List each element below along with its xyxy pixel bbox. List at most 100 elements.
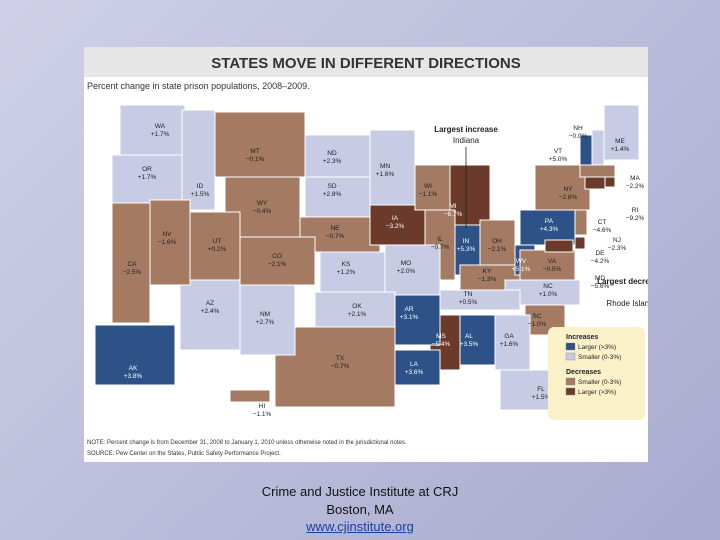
state (369, 204, 426, 246)
legend-label: Smaller (0-3%) (578, 354, 621, 361)
state-abbr: NH (573, 125, 583, 132)
state-change: +1.5% (532, 394, 551, 401)
state-change: +2.7% (256, 319, 275, 326)
legend-title: Increases (566, 334, 598, 341)
state-abbr: NM (260, 311, 270, 318)
state-abbr: ID (197, 183, 204, 190)
annotation-heading: Largest decrease (597, 277, 648, 286)
state-abbr: NV (162, 231, 172, 238)
legend-label: Smaller (0-3%) (578, 379, 621, 386)
state-change: +1.4% (611, 146, 630, 153)
state-change: +4.3% (540, 226, 559, 233)
state-change: +1.2% (337, 269, 356, 276)
state-abbr: VA (548, 258, 557, 265)
state (574, 236, 586, 250)
state-abbr: SC (532, 313, 541, 320)
state-change: −5.6% (591, 283, 610, 290)
subtitle: Percent change in state prison populatio… (87, 81, 310, 91)
state-abbr: NC (543, 283, 553, 290)
state (119, 104, 186, 156)
state-change: +0.5% (459, 299, 478, 306)
state-abbr: DE (595, 250, 605, 257)
state-change: −0.4% (253, 208, 272, 215)
state-abbr: KY (483, 268, 492, 275)
state (414, 164, 451, 211)
legend-box (548, 327, 645, 420)
state-abbr: OH (492, 238, 502, 245)
state-change: +3.5% (460, 341, 479, 348)
state-abbr: PA (545, 218, 554, 225)
state-abbr: TX (336, 355, 345, 362)
state-change: −2.8% (559, 194, 578, 201)
legend-label: Larger (>3%) (578, 344, 616, 351)
state-abbr: KS (342, 261, 351, 268)
state-abbr: MN (380, 163, 390, 170)
state-change: −0.5% (543, 266, 562, 273)
state-change: −0.7% (431, 244, 450, 251)
state-abbr: CT (598, 219, 607, 226)
legend-swatch (565, 342, 576, 351)
state (603, 104, 640, 161)
state (214, 111, 306, 178)
state-change: −9.2% (626, 215, 645, 222)
state-abbr: AZ (206, 300, 214, 307)
annotation-state: Indiana (453, 136, 480, 145)
state-abbr: MA (630, 175, 640, 182)
source: SOURCE: Pew Center on the States, Public… (87, 451, 281, 457)
state (304, 176, 371, 218)
footer-line: Crime and Justice Institute at CRJ (261, 484, 459, 499)
state-change: −1.0% (528, 321, 547, 328)
state-change: +3.8% (124, 373, 143, 380)
state-abbr: MS (436, 333, 446, 340)
state-change: −0.7% (331, 363, 350, 370)
state-abbr: WI (424, 183, 432, 190)
title-band (84, 47, 648, 77)
annotation-state: Rhode Island (606, 299, 648, 308)
state (229, 389, 271, 403)
state-abbr: AK (129, 365, 138, 372)
state (179, 279, 241, 351)
state-abbr: GA (504, 333, 514, 340)
state (239, 236, 316, 286)
state-change: −5.4% (432, 341, 451, 348)
state (591, 129, 605, 166)
state-change: −2.5% (123, 269, 142, 276)
state-change: −1.6% (158, 239, 177, 246)
state-abbr: WA (155, 123, 166, 130)
state-change: −0.0% (569, 133, 588, 140)
state-change: +1.6% (500, 341, 519, 348)
state-change: −2.1% (268, 261, 287, 268)
state-change: −1.3% (478, 276, 497, 283)
state (189, 211, 241, 281)
state-change: −1.1% (419, 191, 438, 198)
state-change: +1.6% (376, 171, 395, 178)
state-abbr: CO (272, 253, 282, 260)
state (604, 176, 616, 188)
state-abbr: HI (259, 403, 266, 410)
legend-swatch (565, 352, 576, 361)
state-abbr: MT (250, 148, 259, 155)
footer-line: Boston, MA (326, 502, 394, 517)
state (574, 209, 588, 236)
state-abbr: AR (404, 306, 413, 313)
state-abbr: AL (465, 333, 473, 340)
state-change: −6.7% (444, 211, 463, 218)
state-abbr: ME (615, 138, 625, 145)
state-change: +1.7% (151, 131, 170, 138)
legend-label: Larger (>3%) (578, 389, 616, 396)
title: STATES MOVE IN DIFFERENT DIRECTIONS (211, 55, 520, 72)
legend-title: Decreases (566, 369, 601, 376)
state-change: −2.3% (608, 245, 627, 252)
state-change: +1.0% (539, 291, 558, 298)
state-abbr: VT (554, 148, 562, 155)
state-abbr: MI (449, 203, 456, 210)
state-change: −0.7% (326, 233, 345, 240)
state (369, 129, 416, 206)
state (459, 314, 496, 366)
state (544, 239, 574, 253)
footer-link[interactable]: www.cjinstitute.org (306, 519, 414, 534)
state-change: −0.1% (246, 156, 265, 163)
footer-link-row: www.cjinstitute.org (0, 519, 720, 534)
state-change: +2.4% (201, 308, 220, 315)
